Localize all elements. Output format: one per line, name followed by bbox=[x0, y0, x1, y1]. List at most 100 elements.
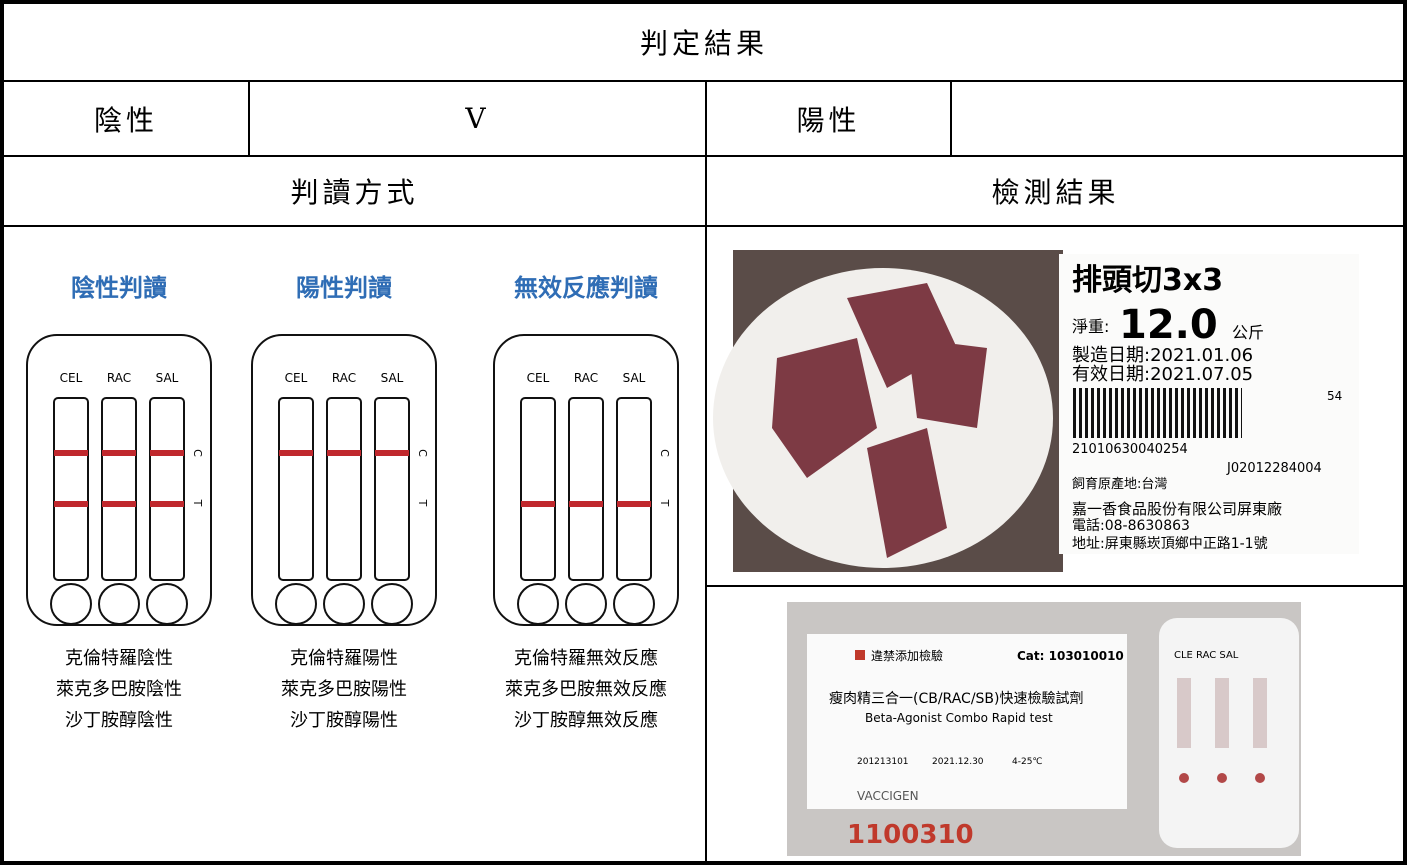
strip bbox=[278, 397, 314, 581]
strip bbox=[53, 397, 89, 581]
c-band bbox=[54, 450, 88, 456]
meat bbox=[772, 283, 987, 558]
rule bbox=[705, 80, 707, 861]
label-text: 電話:08-8630863 bbox=[1072, 517, 1190, 534]
rule bbox=[705, 585, 1403, 587]
well bbox=[613, 583, 655, 625]
c-band bbox=[279, 450, 313, 456]
kit-text: 違禁添加檢驗 bbox=[871, 648, 943, 663]
c-label: C bbox=[416, 449, 429, 457]
kit-text: Cat: 103010010 bbox=[1017, 649, 1124, 663]
well bbox=[323, 583, 365, 625]
c-band bbox=[102, 450, 136, 456]
caption: 克倫特羅無效反應 bbox=[514, 647, 658, 669]
label-text: 排頭切3x3 bbox=[1072, 263, 1223, 298]
strip-label: SAL bbox=[623, 371, 646, 385]
rule bbox=[4, 155, 1403, 157]
negative-mark: V bbox=[465, 102, 490, 135]
strip bbox=[101, 397, 137, 581]
barcode bbox=[1072, 388, 1242, 438]
t-band bbox=[617, 501, 651, 507]
t-label: T bbox=[416, 499, 429, 507]
caption: 克倫特羅陽性 bbox=[290, 648, 398, 669]
kit-wells bbox=[1179, 773, 1265, 783]
c-band bbox=[150, 450, 184, 456]
caption: 萊克多巴胺陽性 bbox=[281, 679, 407, 700]
well bbox=[565, 583, 607, 625]
strip-label: CEL bbox=[285, 371, 308, 385]
well bbox=[371, 583, 413, 625]
plate bbox=[713, 268, 1053, 568]
rule bbox=[950, 80, 952, 156]
c-label: C bbox=[191, 449, 204, 457]
photos: 排頭切3x3 淨重: 12.0 公斤 製造日期:2021.01.06 有效日期:… bbox=[713, 250, 1359, 856]
c-band bbox=[375, 450, 409, 456]
label-text: 淨重: bbox=[1072, 317, 1109, 336]
negative-label: 陰性 bbox=[93, 103, 158, 137]
label-text: 地址:屏東縣崁頂鄉中正路1-1號 bbox=[1072, 536, 1268, 552]
strip bbox=[616, 397, 652, 581]
well bbox=[517, 583, 559, 625]
caption: 沙丁胺醇陰性 bbox=[65, 710, 173, 731]
panel-title: 陰性判讀 bbox=[71, 274, 167, 302]
panel-title: 無效反應判讀 bbox=[514, 274, 658, 302]
handwriting: 1100310 bbox=[847, 820, 974, 850]
well bbox=[275, 583, 317, 625]
c-band bbox=[327, 450, 361, 456]
t-band bbox=[54, 501, 88, 507]
strip bbox=[149, 397, 185, 581]
strip-label: CEL bbox=[60, 371, 83, 385]
caption: 沙丁胺醇無效反應 bbox=[514, 709, 658, 731]
positive-label: 陽性 bbox=[796, 103, 861, 137]
caption: 克倫特羅陰性 bbox=[65, 648, 173, 669]
kit-text: 4-25℃ bbox=[1012, 757, 1043, 767]
kit-text: CLE RAC SAL bbox=[1174, 650, 1239, 661]
t-label: T bbox=[658, 499, 671, 507]
label-text: 嘉一香食品股份有限公司屏東廠 bbox=[1072, 500, 1282, 518]
well bbox=[98, 583, 140, 625]
kit-text: 2021.12.30 bbox=[932, 757, 984, 767]
strip-label: CEL bbox=[527, 371, 550, 385]
t-band bbox=[150, 501, 184, 507]
label-text: 有效日期:2021.07.05 bbox=[1072, 364, 1253, 385]
label-text: 12.0 bbox=[1119, 302, 1218, 348]
strip bbox=[374, 397, 410, 581]
title: 判定結果 bbox=[639, 27, 768, 60]
c-label: C bbox=[658, 449, 671, 457]
kit-text: Beta-Agonist Combo Rapid test bbox=[865, 711, 1053, 725]
strip-label: RAC bbox=[574, 371, 598, 385]
panel-title: 陽性判讀 bbox=[296, 274, 392, 302]
strip-label: SAL bbox=[381, 371, 404, 385]
strip-label: SAL bbox=[156, 371, 179, 385]
result-heading: 檢測結果 bbox=[991, 176, 1120, 209]
label-text: 飼育原產地:台灣 bbox=[1072, 476, 1167, 492]
t-label: T bbox=[191, 499, 204, 507]
rule bbox=[4, 80, 1403, 82]
kit-strips bbox=[1177, 678, 1267, 748]
strip bbox=[520, 397, 556, 581]
rule bbox=[4, 225, 1403, 227]
method-heading: 判讀方式 bbox=[290, 176, 419, 209]
label-text: 21010630040254 bbox=[1072, 442, 1188, 457]
kit-text: 201213101 bbox=[857, 757, 909, 767]
caption: 沙丁胺醇陽性 bbox=[290, 710, 398, 731]
caption: 萊克多巴胺無效反應 bbox=[505, 678, 667, 700]
strip-label: RAC bbox=[332, 371, 356, 385]
marker bbox=[855, 650, 865, 660]
t-band bbox=[569, 501, 603, 507]
well bbox=[50, 583, 92, 625]
strip bbox=[326, 397, 362, 581]
label-text: J02012284004 bbox=[1226, 461, 1322, 476]
t-band bbox=[521, 501, 555, 507]
label-text: 54 bbox=[1327, 389, 1342, 403]
strip bbox=[568, 397, 604, 581]
kit-text: VACCIGEN bbox=[857, 789, 919, 803]
caption: 萊克多巴胺陰性 bbox=[56, 679, 182, 700]
well bbox=[146, 583, 188, 625]
label-text: 公斤 bbox=[1232, 323, 1264, 342]
kit-pack bbox=[807, 634, 1127, 809]
strip-label: RAC bbox=[107, 371, 131, 385]
kit-text: 瘦肉精三合一(CB/RAC/SB)快速檢驗試劑 bbox=[829, 690, 1084, 707]
